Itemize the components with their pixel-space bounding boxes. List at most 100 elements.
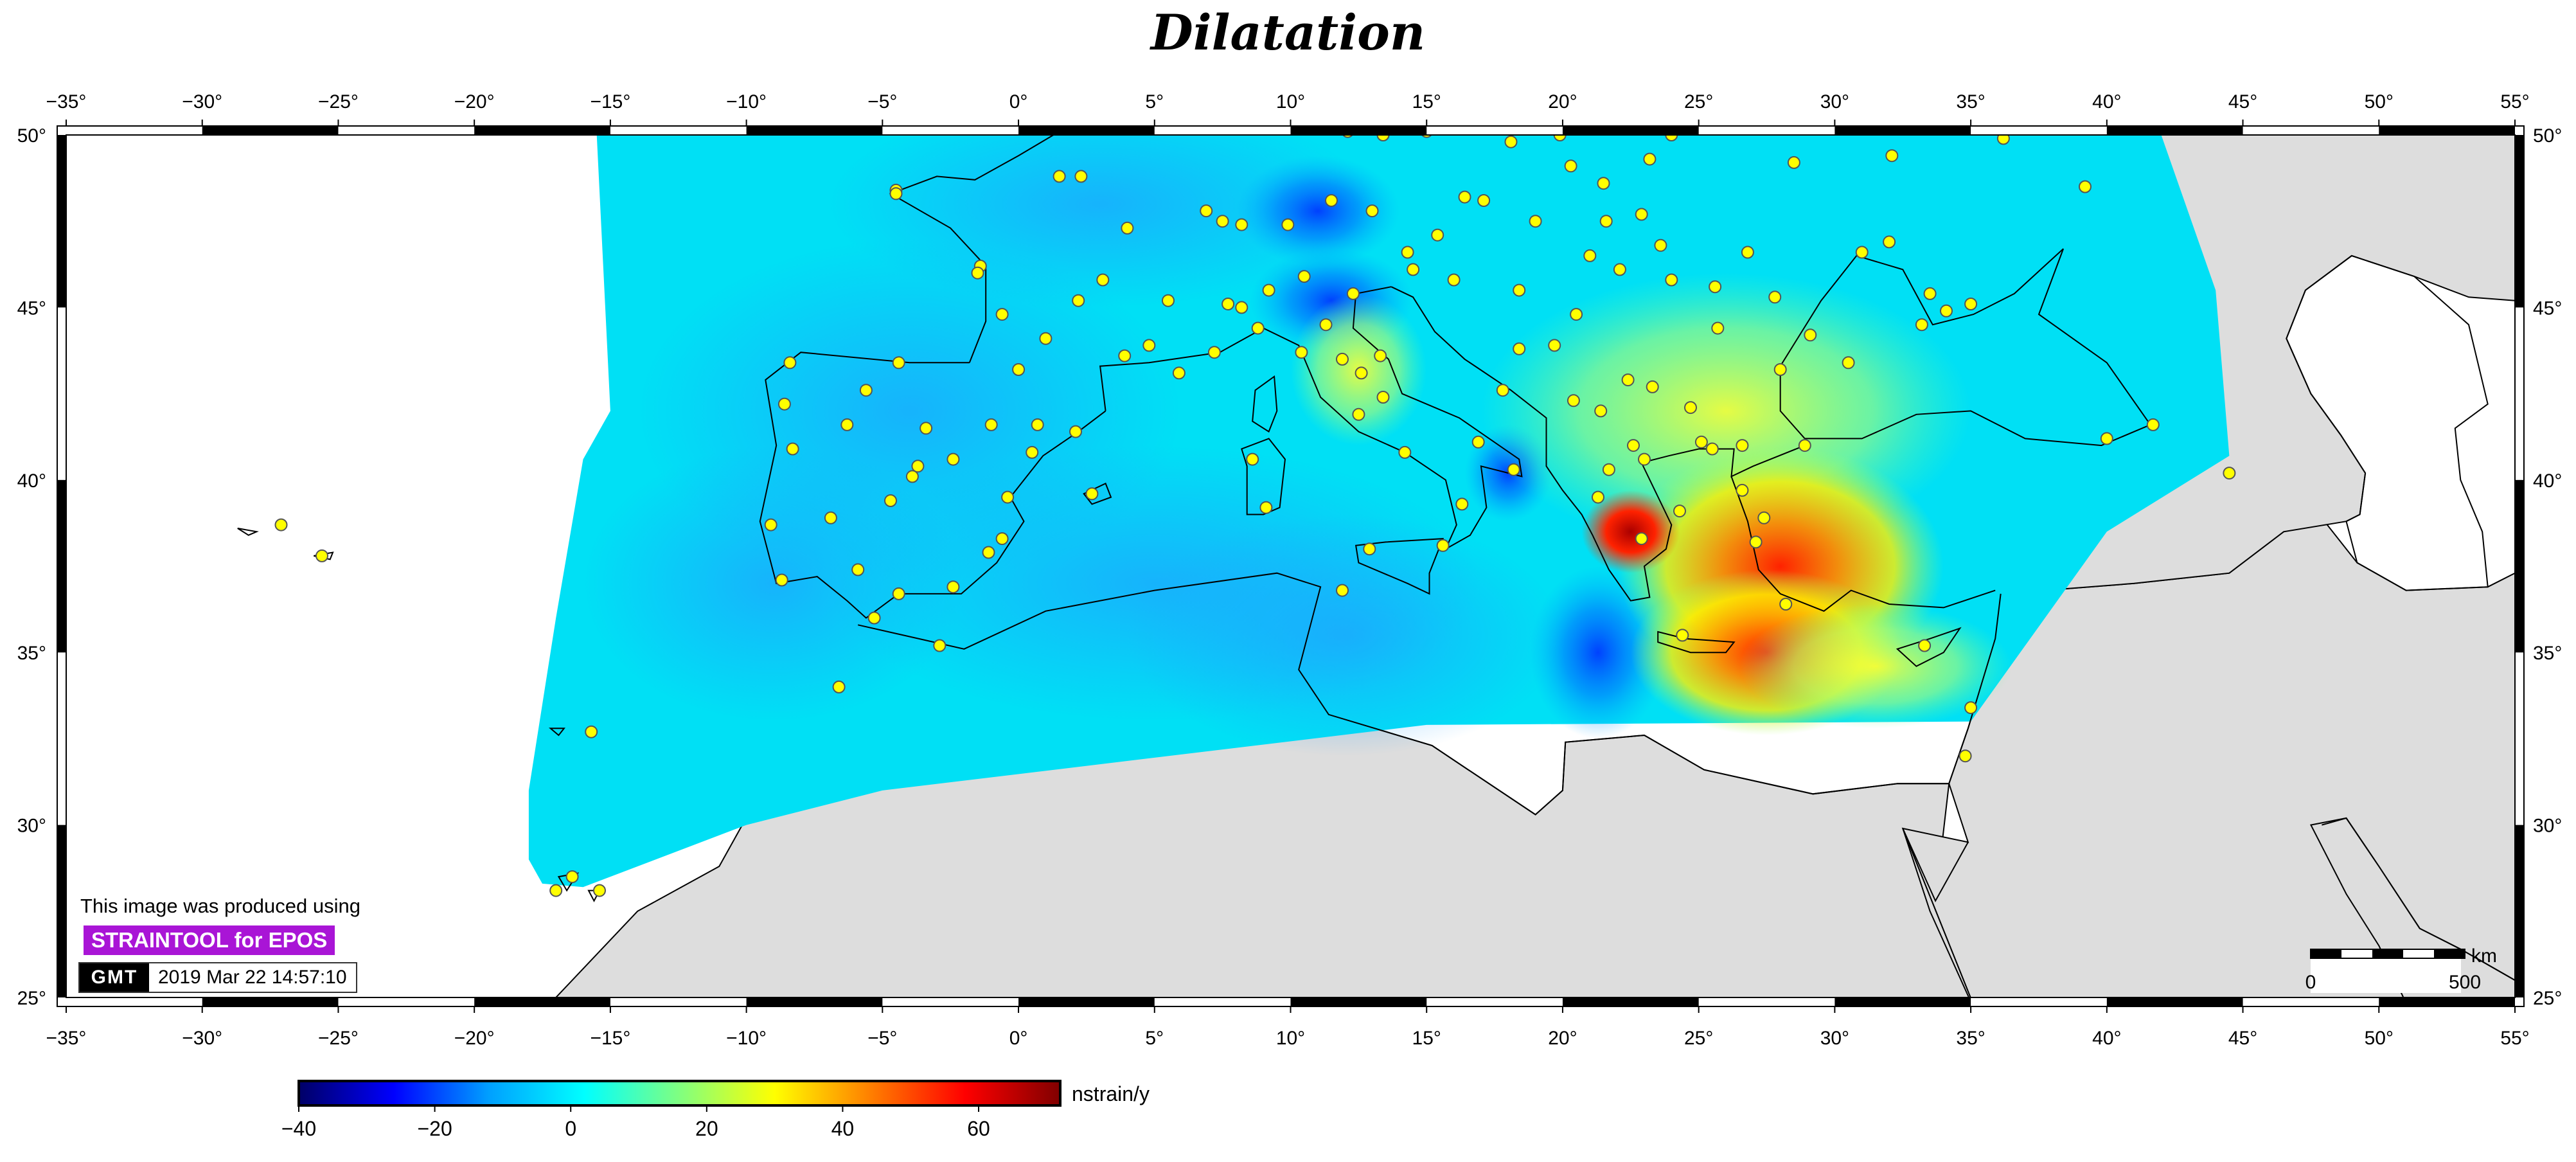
field-tunisia-sicily: [1127, 514, 1563, 756]
station-marker: [777, 397, 791, 411]
station-marker: [1779, 598, 1793, 611]
scale-bar-unit: km: [2471, 945, 2497, 967]
station-marker: [1401, 246, 1414, 259]
lat-tick-label: 25°: [2533, 988, 2562, 1009]
station-marker: [274, 518, 288, 532]
colorbar-tick-label: 0: [565, 1117, 576, 1140]
station-marker: [1355, 366, 1368, 380]
colorbar: −40 −20 0 20 40 60: [281, 1080, 1061, 1140]
station-marker: [764, 518, 777, 532]
lat-tick-label: 35°: [2533, 643, 2562, 664]
lon-tick-label: 50°: [2365, 91, 2394, 112]
station-marker: [995, 308, 1009, 321]
station-marker: [1039, 332, 1053, 345]
lon-tick-label: 45°: [2228, 91, 2257, 112]
colorbar-tick-label: 40: [831, 1117, 855, 1140]
station-marker: [933, 639, 946, 652]
frame-segment: [1290, 997, 1427, 1006]
field-alps: [1236, 156, 1399, 266]
station-marker: [2146, 418, 2160, 431]
station-marker: [1676, 629, 1689, 642]
station-marker: [1597, 177, 1610, 190]
station-marker: [565, 870, 579, 884]
frame-segment: [202, 126, 339, 135]
station-marker: [1843, 112, 1854, 123]
coast-red-sea: [1902, 828, 1970, 997]
station-marker: [1621, 373, 1635, 387]
map-frame: [57, 125, 2525, 1007]
straintool-badge: STRAINTOOL for EPOS: [84, 925, 335, 955]
station-marker: [1804, 328, 1817, 342]
island-azores-2: [237, 528, 259, 536]
frame-segment: [202, 997, 339, 1006]
island-corsica: [1252, 375, 1278, 433]
station-marker: [1363, 542, 1376, 556]
lon-tick-label: 10°: [1276, 1028, 1305, 1049]
scale-bar: km 0 500: [2305, 945, 2497, 993]
station-marker: [1496, 384, 1509, 397]
frame-segment: [2515, 825, 2524, 997]
station-marker: [1012, 363, 1026, 376]
lon-tick-label: 35°: [1956, 1028, 1985, 1049]
strain-field: [528, 135, 2230, 888]
lon-tick-label: 10°: [1276, 91, 1305, 112]
lat-tick-label: 40°: [17, 470, 46, 492]
station-marker: [840, 418, 854, 431]
lon-tick-label: 50°: [2365, 1028, 2394, 1049]
lon-tick-label: −15°: [590, 91, 630, 112]
lon-tick-label: −5°: [867, 1028, 897, 1049]
frame-segment: [57, 825, 66, 997]
station-marker: [1673, 505, 1686, 518]
lon-tick-label: −20°: [454, 1028, 495, 1049]
station-marker: [1319, 318, 1333, 332]
map-title: Dilatation: [1150, 4, 1426, 61]
island-mallorca: [1083, 482, 1112, 505]
station-marker: [1757, 511, 1771, 524]
station-marker: [1262, 283, 1275, 297]
lat-tick-label: 40°: [2533, 470, 2562, 492]
station-marker: [1964, 701, 1978, 715]
lon-tick-label: −20°: [454, 91, 495, 112]
station-marker: [892, 587, 905, 600]
coast-levant: [1948, 593, 2002, 784]
station-marker: [1638, 452, 1651, 466]
station-marker: [315, 549, 328, 562]
frame-segment: [746, 126, 883, 135]
latitude-labels-left: 25° 30° 35° 40° 45° 50°: [17, 125, 46, 1009]
station-marker: [1504, 135, 1518, 148]
lon-tick-label: −10°: [726, 1028, 767, 1049]
island-madeira: [548, 728, 565, 737]
colorbar-tick-label: −40: [281, 1117, 316, 1140]
lat-tick-label: 30°: [2533, 816, 2562, 837]
lon-tick-label: −25°: [318, 91, 359, 112]
station-marker: [1709, 280, 1722, 294]
station-marker: [1118, 349, 1132, 362]
station-marker: [1996, 135, 2010, 145]
station-marker: [1142, 339, 1156, 352]
station-marker: [1172, 366, 1186, 380]
longitude-labels-bottom: −35° −30° −25° −20° −15° −10° −5° 0° 5° 10° 15° 20°…: [46, 1006, 2530, 1049]
station-marker: [1297, 270, 1311, 283]
station-marker: [1613, 263, 1626, 276]
station-marker: [1594, 404, 1608, 418]
station-marker: [1053, 170, 1066, 183]
station-marker: [1336, 584, 1349, 597]
station-marker: [1069, 425, 1082, 438]
production-note: This image was produced using: [80, 895, 360, 917]
station-marker: [1121, 221, 1134, 235]
station-marker: [1477, 194, 1491, 207]
station-marker: [1281, 218, 1295, 231]
frame-segment: [1018, 997, 1155, 1006]
station-marker: [1548, 339, 1561, 352]
coast-n-africa: [857, 572, 1950, 816]
station-marker: [1259, 501, 1273, 514]
frame-segment: [1834, 126, 1971, 135]
colorbar-tick-label: 60: [967, 1117, 990, 1140]
station-marker: [867, 611, 881, 625]
island-sardinia: [1241, 438, 1286, 515]
lat-tick-label: 25°: [17, 988, 46, 1009]
station-marker: [2223, 467, 2236, 480]
coast-gulf-suez: [1902, 828, 1969, 902]
station-marker: [1207, 346, 1221, 359]
station-marker: [786, 442, 799, 456]
